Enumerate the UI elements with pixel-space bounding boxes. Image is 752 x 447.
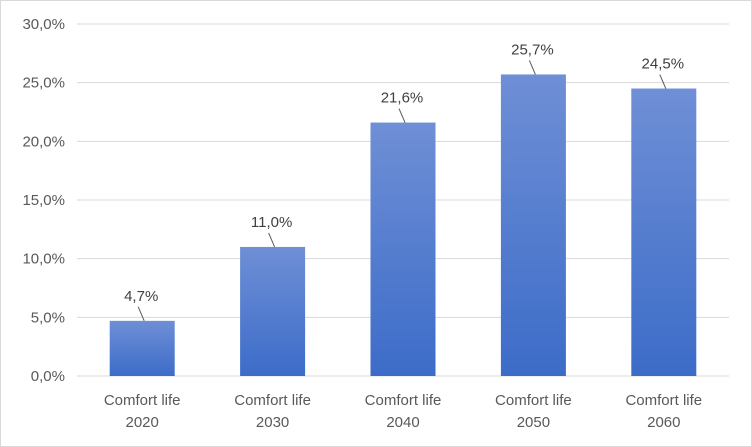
category-label-line: Comfort life — [625, 392, 702, 409]
y-tick-label: 10,0% — [22, 251, 65, 268]
data-label-leader — [659, 74, 667, 89]
data-label: 21,6% — [381, 90, 424, 107]
y-tick-label: 15,0% — [22, 192, 65, 209]
category-label-line: 2030 — [256, 414, 289, 431]
category-label: Comfort life 2030 — [234, 392, 311, 431]
data-label: 25,7% — [511, 41, 554, 58]
category-label: Comfort life 2050 — [495, 392, 572, 431]
category-label: Comfort life 2020 — [104, 392, 181, 431]
data-labels: 4,7% 11,0% 21,6% 25,7% 24,5% — [124, 41, 684, 304]
data-label-leader — [528, 60, 536, 75]
y-tick-label: 25,0% — [22, 75, 65, 92]
y-axis-tick-labels: 0,0% 5,0% 10,0% 15,0% 20,0% 25,0% 30,0% — [22, 16, 65, 385]
data-label: 11,0% — [251, 214, 292, 231]
bar — [370, 122, 436, 376]
category-label-line: 2020 — [126, 414, 159, 431]
bar — [240, 246, 306, 376]
y-tick-label: 5,0% — [31, 309, 65, 326]
y-tick-label: 30,0% — [22, 16, 65, 33]
category-label: Comfort life 2040 — [365, 392, 442, 431]
data-label-leaders — [137, 60, 667, 322]
y-tick-label: 20,0% — [22, 133, 65, 150]
category-label-line: Comfort life — [365, 392, 442, 409]
category-label-line: 2060 — [647, 414, 680, 431]
category-label: Comfort life 2060 — [625, 392, 702, 431]
bar — [631, 88, 697, 377]
data-label: 24,5% — [642, 56, 685, 73]
bar — [109, 320, 175, 376]
category-label-line: Comfort life — [234, 392, 311, 409]
data-label: 4,7% — [124, 288, 158, 305]
category-label-line: Comfort life — [495, 392, 572, 409]
category-label-line: 2050 — [517, 414, 550, 431]
category-label-line: Comfort life — [104, 392, 181, 409]
data-label-leader — [398, 108, 406, 123]
category-label-line: 2040 — [386, 414, 419, 431]
data-label-leader — [137, 306, 145, 322]
data-label-leader — [268, 232, 276, 248]
bar — [500, 74, 566, 376]
y-tick-label: 0,0% — [31, 368, 65, 385]
bars — [109, 74, 697, 377]
